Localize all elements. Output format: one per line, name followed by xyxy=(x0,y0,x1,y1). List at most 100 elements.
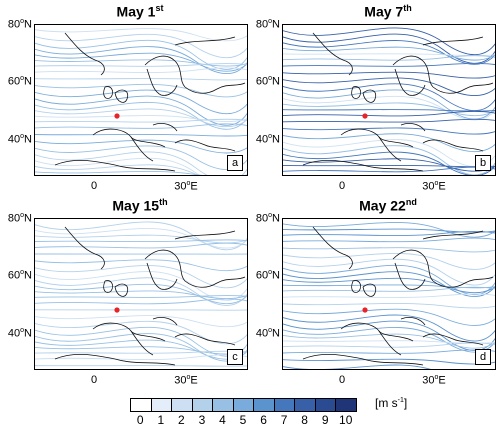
streamline xyxy=(35,145,247,171)
colorbar-swatch xyxy=(273,398,296,412)
colorbar xyxy=(130,398,357,412)
colorbar-tick: 7 xyxy=(280,413,288,427)
colorbar-swatch xyxy=(150,398,173,412)
map-panel-d: d xyxy=(282,218,496,370)
colorbar-swatch xyxy=(212,398,234,412)
lat-label: 60oN xyxy=(7,75,32,88)
streamline xyxy=(283,340,495,344)
streamline xyxy=(35,28,247,42)
panel-tag-a: a xyxy=(227,155,243,171)
colorbar-tick: 3 xyxy=(198,413,206,427)
lat-label: 80oN xyxy=(255,18,280,31)
streamline xyxy=(35,298,247,305)
coastline xyxy=(378,136,402,162)
colorbar-swatch xyxy=(253,398,275,412)
streamline xyxy=(283,62,495,67)
streamline xyxy=(283,145,495,175)
streamline xyxy=(283,342,495,348)
panel-a-title: May 1st xyxy=(116,3,164,20)
streamline xyxy=(35,346,247,355)
streamline xyxy=(35,123,247,129)
streamline xyxy=(283,139,495,167)
streamline xyxy=(283,77,495,96)
coastline xyxy=(312,226,353,270)
site-marker xyxy=(362,307,368,313)
streamline xyxy=(283,102,495,116)
coastline xyxy=(394,262,426,290)
streamline-map-c xyxy=(35,221,247,367)
streamline xyxy=(283,133,495,152)
streamline xyxy=(35,101,247,130)
coastline xyxy=(422,139,484,152)
streamline xyxy=(283,53,495,56)
coastline xyxy=(103,280,113,293)
coastline xyxy=(351,86,361,99)
streamline xyxy=(35,108,247,127)
streamline xyxy=(283,158,495,172)
lon-label: 0 xyxy=(338,180,346,192)
streamline xyxy=(35,333,247,362)
site-marker xyxy=(362,113,368,119)
streamline xyxy=(283,109,495,112)
map-panel-b: b xyxy=(282,24,496,176)
colorbar-unit-label: [m s-1] xyxy=(375,396,408,410)
streamline xyxy=(35,271,247,301)
coastline xyxy=(144,249,186,282)
coastline xyxy=(146,68,178,96)
coastline xyxy=(64,226,105,270)
streamline xyxy=(35,46,247,75)
streamline xyxy=(35,83,247,98)
streamline xyxy=(283,349,495,354)
streamline xyxy=(283,40,495,65)
coastline xyxy=(400,317,426,326)
streamline xyxy=(283,46,495,61)
coastline xyxy=(432,276,494,288)
streamline xyxy=(35,277,247,306)
coastline xyxy=(152,123,178,132)
streamline xyxy=(283,264,495,296)
streamline xyxy=(35,67,247,74)
streamline xyxy=(35,157,247,175)
lat-label: 60oN xyxy=(7,269,32,282)
streamline xyxy=(35,78,247,81)
streamline xyxy=(283,358,495,365)
colorbar-swatch xyxy=(314,398,337,412)
streamline xyxy=(35,133,247,137)
coastline xyxy=(302,354,424,366)
streamline xyxy=(283,327,495,353)
streamline xyxy=(283,71,495,79)
colorbar-tick: 9 xyxy=(321,413,329,427)
lat-label: 40oN xyxy=(255,327,280,340)
streamline xyxy=(35,228,247,249)
streamline xyxy=(35,242,247,249)
lat-label: 40oN xyxy=(255,133,280,146)
streamline xyxy=(35,350,247,354)
panel-c-title: May 15th xyxy=(112,197,168,214)
streamline xyxy=(283,277,495,293)
streamline xyxy=(35,170,247,175)
streamline xyxy=(283,166,495,173)
colorbar-swatch xyxy=(191,398,214,412)
lon-label: 30oE xyxy=(174,180,198,193)
streamline xyxy=(283,314,495,342)
streamline xyxy=(35,354,247,361)
coastline xyxy=(422,333,484,346)
coastline xyxy=(394,68,426,96)
colorbar-tick: 4 xyxy=(219,413,226,427)
site-marker xyxy=(114,307,120,313)
panel-tag-d: d xyxy=(475,349,491,365)
lat-label: 60oN xyxy=(255,75,280,88)
streamline xyxy=(283,89,495,120)
coastline xyxy=(144,55,186,88)
streamline xyxy=(283,83,495,112)
coastline xyxy=(422,230,484,240)
coastline xyxy=(362,283,377,297)
streamline xyxy=(35,139,247,154)
streamline xyxy=(283,320,495,351)
panel-d-title: May 22nd xyxy=(359,197,417,214)
streamline xyxy=(35,52,247,72)
streamline xyxy=(283,151,495,175)
coastline xyxy=(432,82,494,94)
streamline xyxy=(283,293,495,298)
coastline xyxy=(422,36,484,46)
